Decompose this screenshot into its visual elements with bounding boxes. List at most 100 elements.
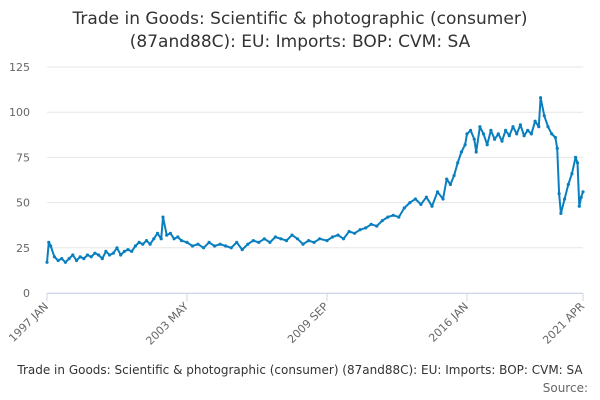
data-point[interactable] <box>391 213 395 217</box>
data-point[interactable] <box>493 137 497 141</box>
data-point[interactable] <box>71 253 75 257</box>
data-point[interactable] <box>152 237 156 241</box>
data-point[interactable] <box>67 257 71 261</box>
data-point[interactable] <box>424 195 428 199</box>
data-point[interactable] <box>539 96 543 100</box>
data-point[interactable] <box>546 125 550 129</box>
data-point[interactable] <box>397 215 401 219</box>
data-point[interactable] <box>126 248 130 252</box>
data-point[interactable] <box>115 246 119 250</box>
data-point[interactable] <box>190 244 195 248</box>
data-point[interactable] <box>386 215 390 219</box>
data-point[interactable] <box>559 211 563 215</box>
data-point[interactable] <box>353 231 357 235</box>
data-point[interactable] <box>176 235 180 239</box>
data-point[interactable] <box>566 182 570 187</box>
data-point[interactable] <box>579 195 583 199</box>
data-point[interactable] <box>93 251 97 255</box>
data-point[interactable] <box>141 242 145 246</box>
data-point[interactable] <box>347 229 351 234</box>
data-point[interactable] <box>504 128 508 132</box>
data-point[interactable] <box>553 135 558 140</box>
data-point[interactable] <box>56 258 60 263</box>
data-point[interactable] <box>307 239 311 243</box>
data-point[interactable] <box>104 249 108 253</box>
data-point[interactable] <box>137 240 141 244</box>
data-point[interactable] <box>240 248 244 252</box>
data-point[interactable] <box>168 231 172 235</box>
data-point[interactable] <box>312 240 316 244</box>
data-point[interactable] <box>526 128 530 132</box>
data-point[interactable] <box>581 190 585 194</box>
data-point[interactable] <box>97 253 101 257</box>
data-point[interactable] <box>463 143 467 147</box>
data-point[interactable] <box>246 242 250 246</box>
data-point[interactable] <box>472 137 476 141</box>
data-point[interactable] <box>435 190 440 194</box>
data-point[interactable] <box>45 260 49 264</box>
data-point[interactable] <box>507 134 511 138</box>
data-point[interactable] <box>478 125 482 129</box>
data-point[interactable] <box>301 242 305 246</box>
data-point[interactable] <box>144 239 149 243</box>
data-point[interactable] <box>130 249 134 253</box>
data-point[interactable] <box>419 202 423 206</box>
data-point[interactable] <box>481 132 486 136</box>
data-point[interactable] <box>575 161 580 165</box>
data-point[interactable] <box>161 215 165 219</box>
data-point[interactable] <box>47 240 51 244</box>
data-point[interactable] <box>557 192 561 196</box>
data-point[interactable] <box>511 125 515 129</box>
data-point[interactable] <box>358 228 362 232</box>
data-point[interactable] <box>74 258 79 263</box>
data-point[interactable] <box>196 242 200 246</box>
data-point[interactable] <box>570 172 574 176</box>
data-point[interactable] <box>295 237 300 241</box>
data-point[interactable] <box>500 139 504 143</box>
data-point[interactable] <box>402 206 406 210</box>
data-point[interactable] <box>202 246 206 250</box>
data-point[interactable] <box>518 123 523 127</box>
data-point[interactable] <box>85 253 90 257</box>
data-point[interactable] <box>485 143 489 147</box>
data-point[interactable] <box>207 240 211 244</box>
data-point[interactable] <box>375 224 379 228</box>
data-point[interactable] <box>369 222 373 226</box>
data-point[interactable] <box>542 114 546 118</box>
data-point[interactable] <box>550 132 554 136</box>
data-point[interactable] <box>452 173 456 178</box>
data-point[interactable] <box>496 132 500 136</box>
data-point[interactable] <box>52 255 57 259</box>
data-point[interactable] <box>430 204 434 208</box>
data-point[interactable] <box>262 237 266 241</box>
data-point[interactable] <box>318 237 322 241</box>
data-point[interactable] <box>456 161 460 165</box>
data-point[interactable] <box>108 253 112 257</box>
data-point[interactable] <box>522 134 526 138</box>
data-point[interactable] <box>100 257 104 261</box>
data-point[interactable] <box>469 128 473 132</box>
data-point[interactable] <box>279 237 283 241</box>
data-point[interactable] <box>555 146 559 150</box>
data-point[interactable] <box>364 226 368 230</box>
data-point[interactable] <box>465 132 469 136</box>
data-point[interactable] <box>489 128 493 132</box>
data-point[interactable] <box>459 150 463 154</box>
data-point[interactable] <box>577 204 581 208</box>
data-point[interactable] <box>78 255 82 259</box>
data-point[interactable] <box>159 237 163 241</box>
data-point[interactable] <box>257 240 261 244</box>
data-point[interactable] <box>268 240 272 244</box>
data-point[interactable] <box>148 242 152 246</box>
data-point[interactable] <box>474 150 478 154</box>
data-point[interactable] <box>325 239 329 243</box>
data-point[interactable] <box>563 197 567 201</box>
data-point[interactable] <box>185 240 189 244</box>
data-point[interactable] <box>63 260 67 264</box>
data-point[interactable] <box>111 251 115 255</box>
data-point[interactable] <box>235 240 239 244</box>
data-point[interactable] <box>251 239 255 243</box>
data-point[interactable] <box>119 253 123 257</box>
data-point[interactable] <box>224 244 228 248</box>
data-point[interactable] <box>380 219 384 223</box>
